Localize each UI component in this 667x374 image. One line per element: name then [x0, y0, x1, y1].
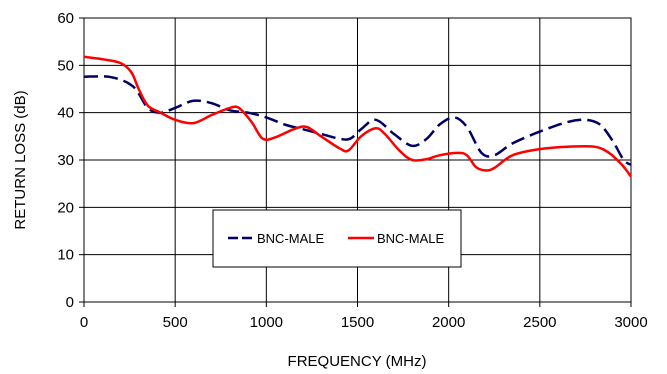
y-tick-label: 0 — [66, 294, 74, 311]
legend-box — [212, 209, 462, 268]
y-tick-label: 40 — [57, 105, 74, 122]
x-axis-title: FREQUENCY (MHz) — [288, 353, 427, 370]
x-tick-label: 2000 — [432, 314, 465, 331]
x-tick-label: 500 — [163, 314, 188, 331]
x-tick-label: 0 — [80, 314, 88, 331]
y-tick-label: 50 — [57, 57, 74, 74]
series-lines — [83, 55, 633, 178]
series-line-1 — [83, 75, 632, 166]
y-tick-label: 10 — [57, 247, 74, 264]
legend-label-series-1: BNC-MALE — [257, 231, 325, 246]
y-tick-label: 60 — [57, 10, 74, 27]
legend-label-series-2: BNC-MALE — [377, 231, 445, 246]
y-axis-title: RETURN LOSS (dB) — [12, 90, 29, 229]
x-tick-label: 3000 — [614, 314, 647, 331]
x-axis-ticks: 0 500 1000 1500 2000 2500 3000 — [80, 302, 648, 331]
x-tick-label: 1500 — [341, 314, 374, 331]
y-axis-ticks: 0 10 20 30 40 50 60 — [57, 10, 84, 311]
x-tick-label: 1000 — [250, 314, 283, 331]
legend: BNC-MALE BNC-MALE — [212, 209, 462, 268]
y-tick-label: 30 — [57, 152, 74, 169]
x-tick-label: 2500 — [523, 314, 556, 331]
y-tick-label: 20 — [57, 199, 74, 216]
series-line-2 — [83, 55, 633, 178]
